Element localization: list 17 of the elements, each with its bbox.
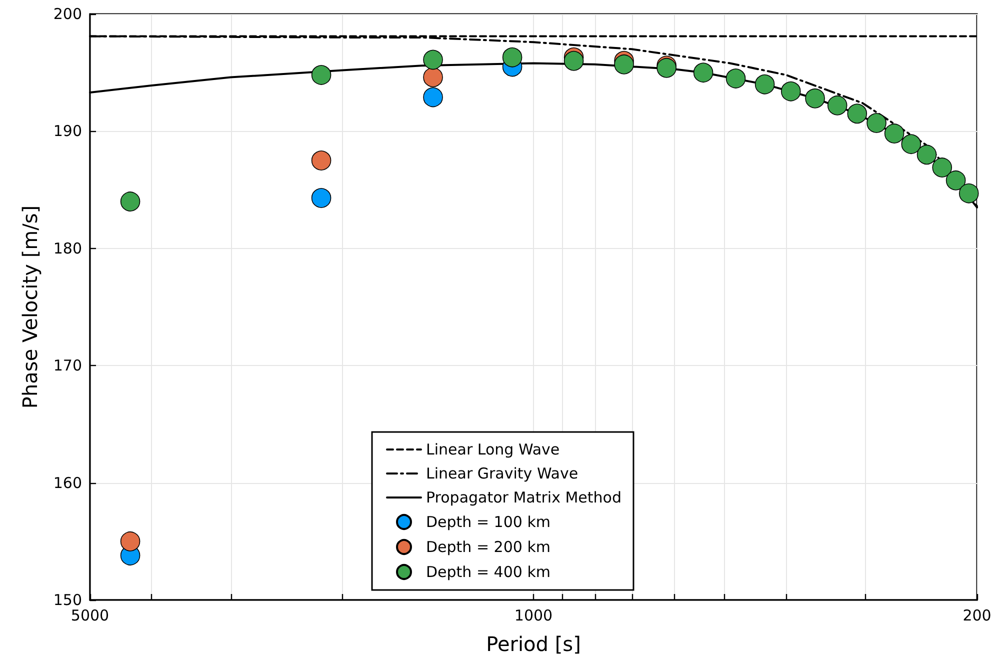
x-tick-label: 1000 (514, 606, 553, 624)
y-tick-label: 180 (53, 239, 82, 258)
x-tick-label: 5000 (70, 606, 110, 624)
y-tick-label: 190 (53, 122, 82, 140)
legend-label: Linear Long Wave (426, 440, 560, 458)
x-tick-label: 200 (962, 606, 992, 624)
legend-label: Linear Gravity Wave (426, 464, 578, 482)
legend-label: Depth = 400 km (426, 563, 550, 581)
legend-label: Propagator Matrix Method (426, 488, 622, 506)
legend-label: Depth = 200 km (426, 538, 550, 556)
y-tick-label: 170 (53, 356, 82, 375)
y-tick-label: 150 (53, 591, 82, 609)
y-tick-label: 160 (53, 474, 82, 492)
x-axis-title: Period [s] (486, 632, 581, 656)
y-axis-title: Phase Velocity [m/s] (18, 205, 42, 409)
y-tick-label: 200 (53, 5, 82, 23)
legend-label: Depth = 100 km (426, 513, 550, 531)
